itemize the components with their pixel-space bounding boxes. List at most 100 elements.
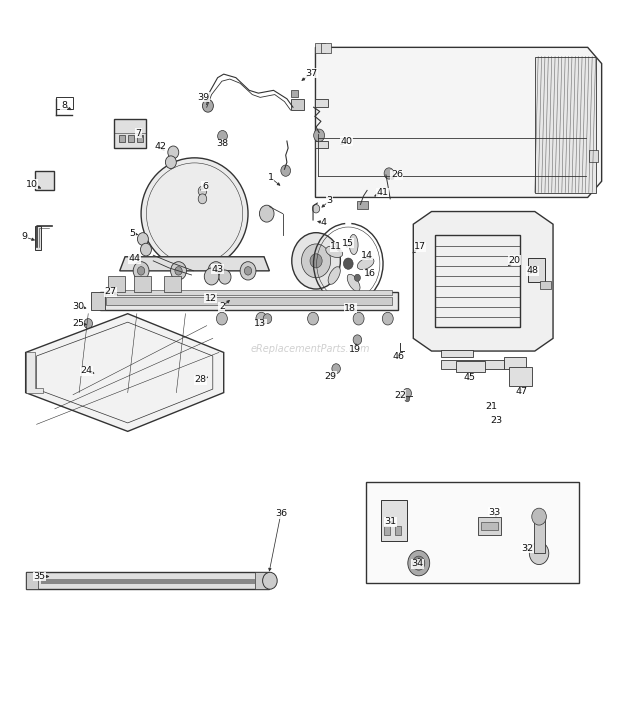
Circle shape <box>141 243 151 256</box>
Text: 8: 8 <box>61 101 67 110</box>
Circle shape <box>138 233 148 245</box>
Circle shape <box>408 551 430 576</box>
Text: 41: 41 <box>377 188 389 197</box>
Bar <box>25 572 268 588</box>
Circle shape <box>244 267 252 275</box>
Text: 38: 38 <box>216 139 229 148</box>
Circle shape <box>355 274 360 281</box>
Bar <box>366 482 578 583</box>
Text: 9: 9 <box>22 232 27 242</box>
Text: 35: 35 <box>33 572 46 581</box>
Text: 2: 2 <box>219 302 225 311</box>
Text: 29: 29 <box>325 372 337 381</box>
Bar <box>25 572 38 588</box>
Text: 1: 1 <box>267 173 273 182</box>
Circle shape <box>133 262 149 280</box>
Text: 4: 4 <box>321 219 327 227</box>
Circle shape <box>343 258 353 270</box>
Text: 19: 19 <box>349 345 361 354</box>
Text: 28: 28 <box>195 375 206 385</box>
Bar <box>528 258 544 282</box>
Text: 37: 37 <box>305 69 317 78</box>
Circle shape <box>384 168 394 179</box>
Circle shape <box>219 270 231 284</box>
Bar <box>35 171 53 190</box>
Bar <box>395 526 401 535</box>
Text: 12: 12 <box>205 293 217 303</box>
Text: 20: 20 <box>509 256 521 265</box>
Circle shape <box>353 312 364 325</box>
Ellipse shape <box>326 246 343 257</box>
Text: 7: 7 <box>136 129 141 138</box>
Text: 26: 26 <box>391 170 403 179</box>
Text: 21: 21 <box>485 402 498 411</box>
Text: 27: 27 <box>105 288 117 296</box>
Circle shape <box>212 267 219 275</box>
Circle shape <box>175 267 182 275</box>
Text: 11: 11 <box>330 242 342 251</box>
Bar <box>534 517 544 554</box>
Circle shape <box>383 312 393 325</box>
Text: 42: 42 <box>154 142 167 151</box>
Bar <box>291 90 298 96</box>
Text: 34: 34 <box>412 559 423 568</box>
Bar <box>316 43 325 53</box>
Circle shape <box>532 508 546 525</box>
Text: 24: 24 <box>81 366 92 375</box>
Bar <box>539 280 551 289</box>
Circle shape <box>264 313 272 324</box>
Circle shape <box>218 131 228 142</box>
Text: 18: 18 <box>344 303 356 313</box>
Circle shape <box>413 556 425 570</box>
Text: 25: 25 <box>72 319 84 328</box>
Circle shape <box>310 254 322 268</box>
Bar <box>35 226 42 250</box>
Text: 31: 31 <box>384 517 396 526</box>
Text: 23: 23 <box>490 416 502 426</box>
Bar <box>114 119 146 148</box>
Circle shape <box>240 262 256 280</box>
Bar <box>164 276 181 292</box>
Circle shape <box>203 99 213 112</box>
Text: 16: 16 <box>363 269 376 278</box>
Circle shape <box>168 146 179 159</box>
Text: 22: 22 <box>394 391 406 400</box>
Bar <box>478 518 502 535</box>
Circle shape <box>312 204 320 213</box>
Circle shape <box>292 233 340 289</box>
Text: 14: 14 <box>360 251 373 260</box>
Polygon shape <box>120 257 270 271</box>
Circle shape <box>256 312 267 325</box>
Bar <box>128 135 134 142</box>
Bar <box>384 526 390 535</box>
Text: 45: 45 <box>463 373 475 383</box>
Ellipse shape <box>328 267 340 284</box>
Bar <box>381 500 407 541</box>
Bar <box>134 276 151 292</box>
Polygon shape <box>316 99 328 107</box>
Text: 46: 46 <box>392 352 405 361</box>
Polygon shape <box>25 352 43 393</box>
Circle shape <box>332 364 340 374</box>
Text: 43: 43 <box>211 265 224 274</box>
Bar <box>41 579 255 585</box>
Text: 6: 6 <box>202 182 208 191</box>
Text: 10: 10 <box>25 180 38 188</box>
Bar <box>535 57 596 193</box>
Text: 33: 33 <box>489 508 501 517</box>
Circle shape <box>405 396 410 402</box>
Bar <box>590 150 598 162</box>
Ellipse shape <box>141 158 248 270</box>
Bar <box>118 135 125 142</box>
Text: 47: 47 <box>515 388 528 396</box>
Bar <box>291 99 304 110</box>
Polygon shape <box>316 141 328 148</box>
Polygon shape <box>505 357 526 369</box>
Circle shape <box>216 312 228 325</box>
Text: eReplacementParts.com: eReplacementParts.com <box>250 344 370 354</box>
Circle shape <box>353 335 361 344</box>
Text: 15: 15 <box>342 239 353 248</box>
Text: 3: 3 <box>326 196 332 206</box>
Circle shape <box>259 205 274 222</box>
Text: 44: 44 <box>128 255 140 263</box>
